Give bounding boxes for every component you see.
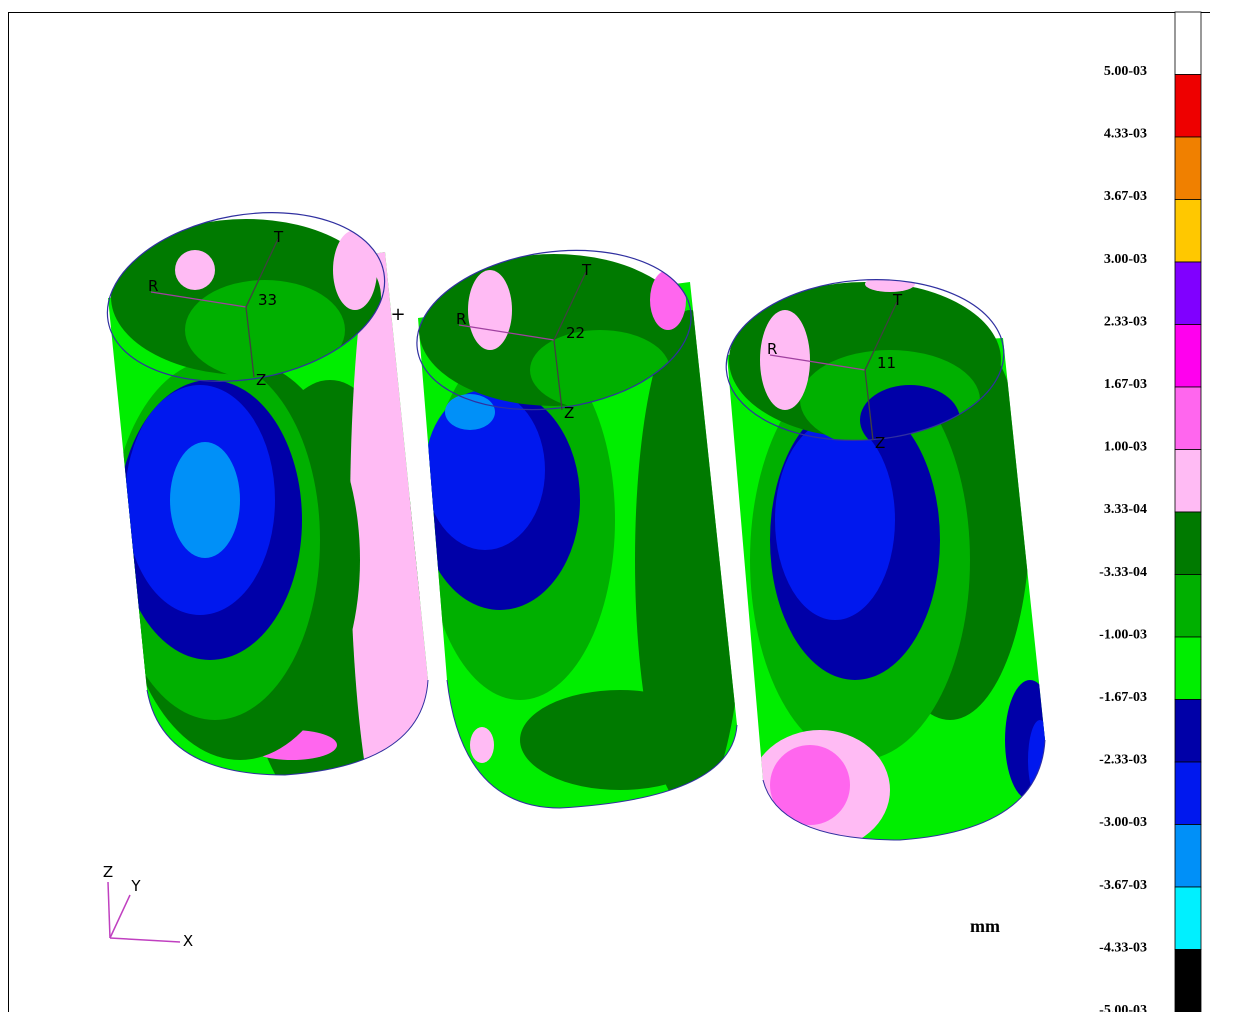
contour-region: [1028, 720, 1052, 800]
contour-region: [770, 745, 850, 825]
axis-label: Z: [564, 404, 574, 422]
colorbar-label: -5.00-03: [1099, 1003, 1147, 1012]
colorbar-label: 2.33-03: [1104, 314, 1147, 329]
colorbar-label: 3.00-03: [1104, 252, 1147, 267]
axis-label: T: [892, 291, 903, 309]
colorbar-label: -4.33-03: [1099, 940, 1147, 955]
contour-region: [520, 690, 720, 790]
colorbar-label: 1.67-03: [1104, 377, 1147, 392]
cylinder: 33 R T Z: [94, 190, 440, 850]
colorbar-swatch: [1175, 700, 1201, 763]
colorbar-swatch: [1175, 12, 1201, 75]
colorbar-swatch: [1175, 75, 1201, 138]
triad-label: Z: [103, 863, 113, 881]
contour-region: [175, 250, 215, 290]
contour-region: [333, 230, 377, 310]
colorbar-swatch: [1175, 512, 1201, 575]
axis-label: Z: [875, 434, 885, 452]
colorbar-swatch: [1175, 762, 1201, 825]
triad: [108, 882, 180, 942]
colorbar-label: 3.67-03: [1104, 189, 1147, 204]
contour-region: [170, 442, 240, 558]
axis-label: Z: [256, 371, 266, 389]
triad-axis: [110, 938, 180, 942]
contour-region: [445, 394, 495, 430]
colorbar-swatch: [1175, 887, 1201, 950]
colorbar-swatch: [1175, 950, 1201, 1012]
contour-region: [650, 270, 686, 330]
colorbar-swatch: [1175, 262, 1201, 325]
marker: +: [390, 304, 405, 325]
node-label: 22: [566, 324, 585, 342]
colorbar-label: 4.33-03: [1104, 127, 1147, 142]
cylinder: 22 R T Z: [406, 234, 745, 810]
colorbar-swatch: [1175, 575, 1201, 638]
colorbar-label: -3.00-03: [1099, 815, 1147, 830]
contour-region: [470, 727, 494, 763]
contour-region: [865, 276, 915, 292]
colorbar-swatch: [1175, 137, 1201, 200]
colorbar-label: -2.33-03: [1099, 753, 1147, 768]
unit-label: mm: [970, 916, 1000, 936]
colorbar-swatch: [1175, 387, 1201, 450]
node-label: 33: [258, 291, 277, 309]
colorbar-label: -1.67-03: [1099, 690, 1147, 705]
colorbar-swatch: [1175, 325, 1201, 388]
axis-label: R: [767, 340, 777, 358]
colorbar-label: 1.00-03: [1104, 440, 1147, 455]
axis-label: R: [148, 277, 158, 295]
node-label: 11: [877, 354, 896, 372]
colorbar-swatch: [1175, 450, 1201, 513]
colorbar-swatch: [1175, 200, 1201, 263]
triad-label: X: [183, 932, 193, 950]
colorbar-label: -1.00-03: [1099, 627, 1147, 642]
colorbar-label: -3.33-04: [1099, 565, 1147, 580]
triad-label: Y: [130, 877, 141, 895]
colorbar-swatch: [1175, 637, 1201, 700]
viewport: + mm Z Y X 5.00-03 4.33-03 3.67-03 3.00-03 2…: [0, 0, 1250, 1012]
axis-label: T: [581, 261, 592, 279]
triad-axis: [108, 882, 110, 938]
colorbar-label: -3.67-03: [1099, 878, 1147, 893]
triad-axis: [110, 895, 130, 938]
cylinder: 11 R T Z: [721, 270, 1055, 850]
colorbar-swatch: [1175, 825, 1201, 888]
axis-label: R: [456, 310, 466, 328]
axis-label: T: [273, 228, 284, 246]
colorbar-label: 5.00-03: [1104, 64, 1147, 79]
colorbar-label: 3.33-04: [1104, 502, 1147, 517]
contour-region: [468, 270, 512, 350]
